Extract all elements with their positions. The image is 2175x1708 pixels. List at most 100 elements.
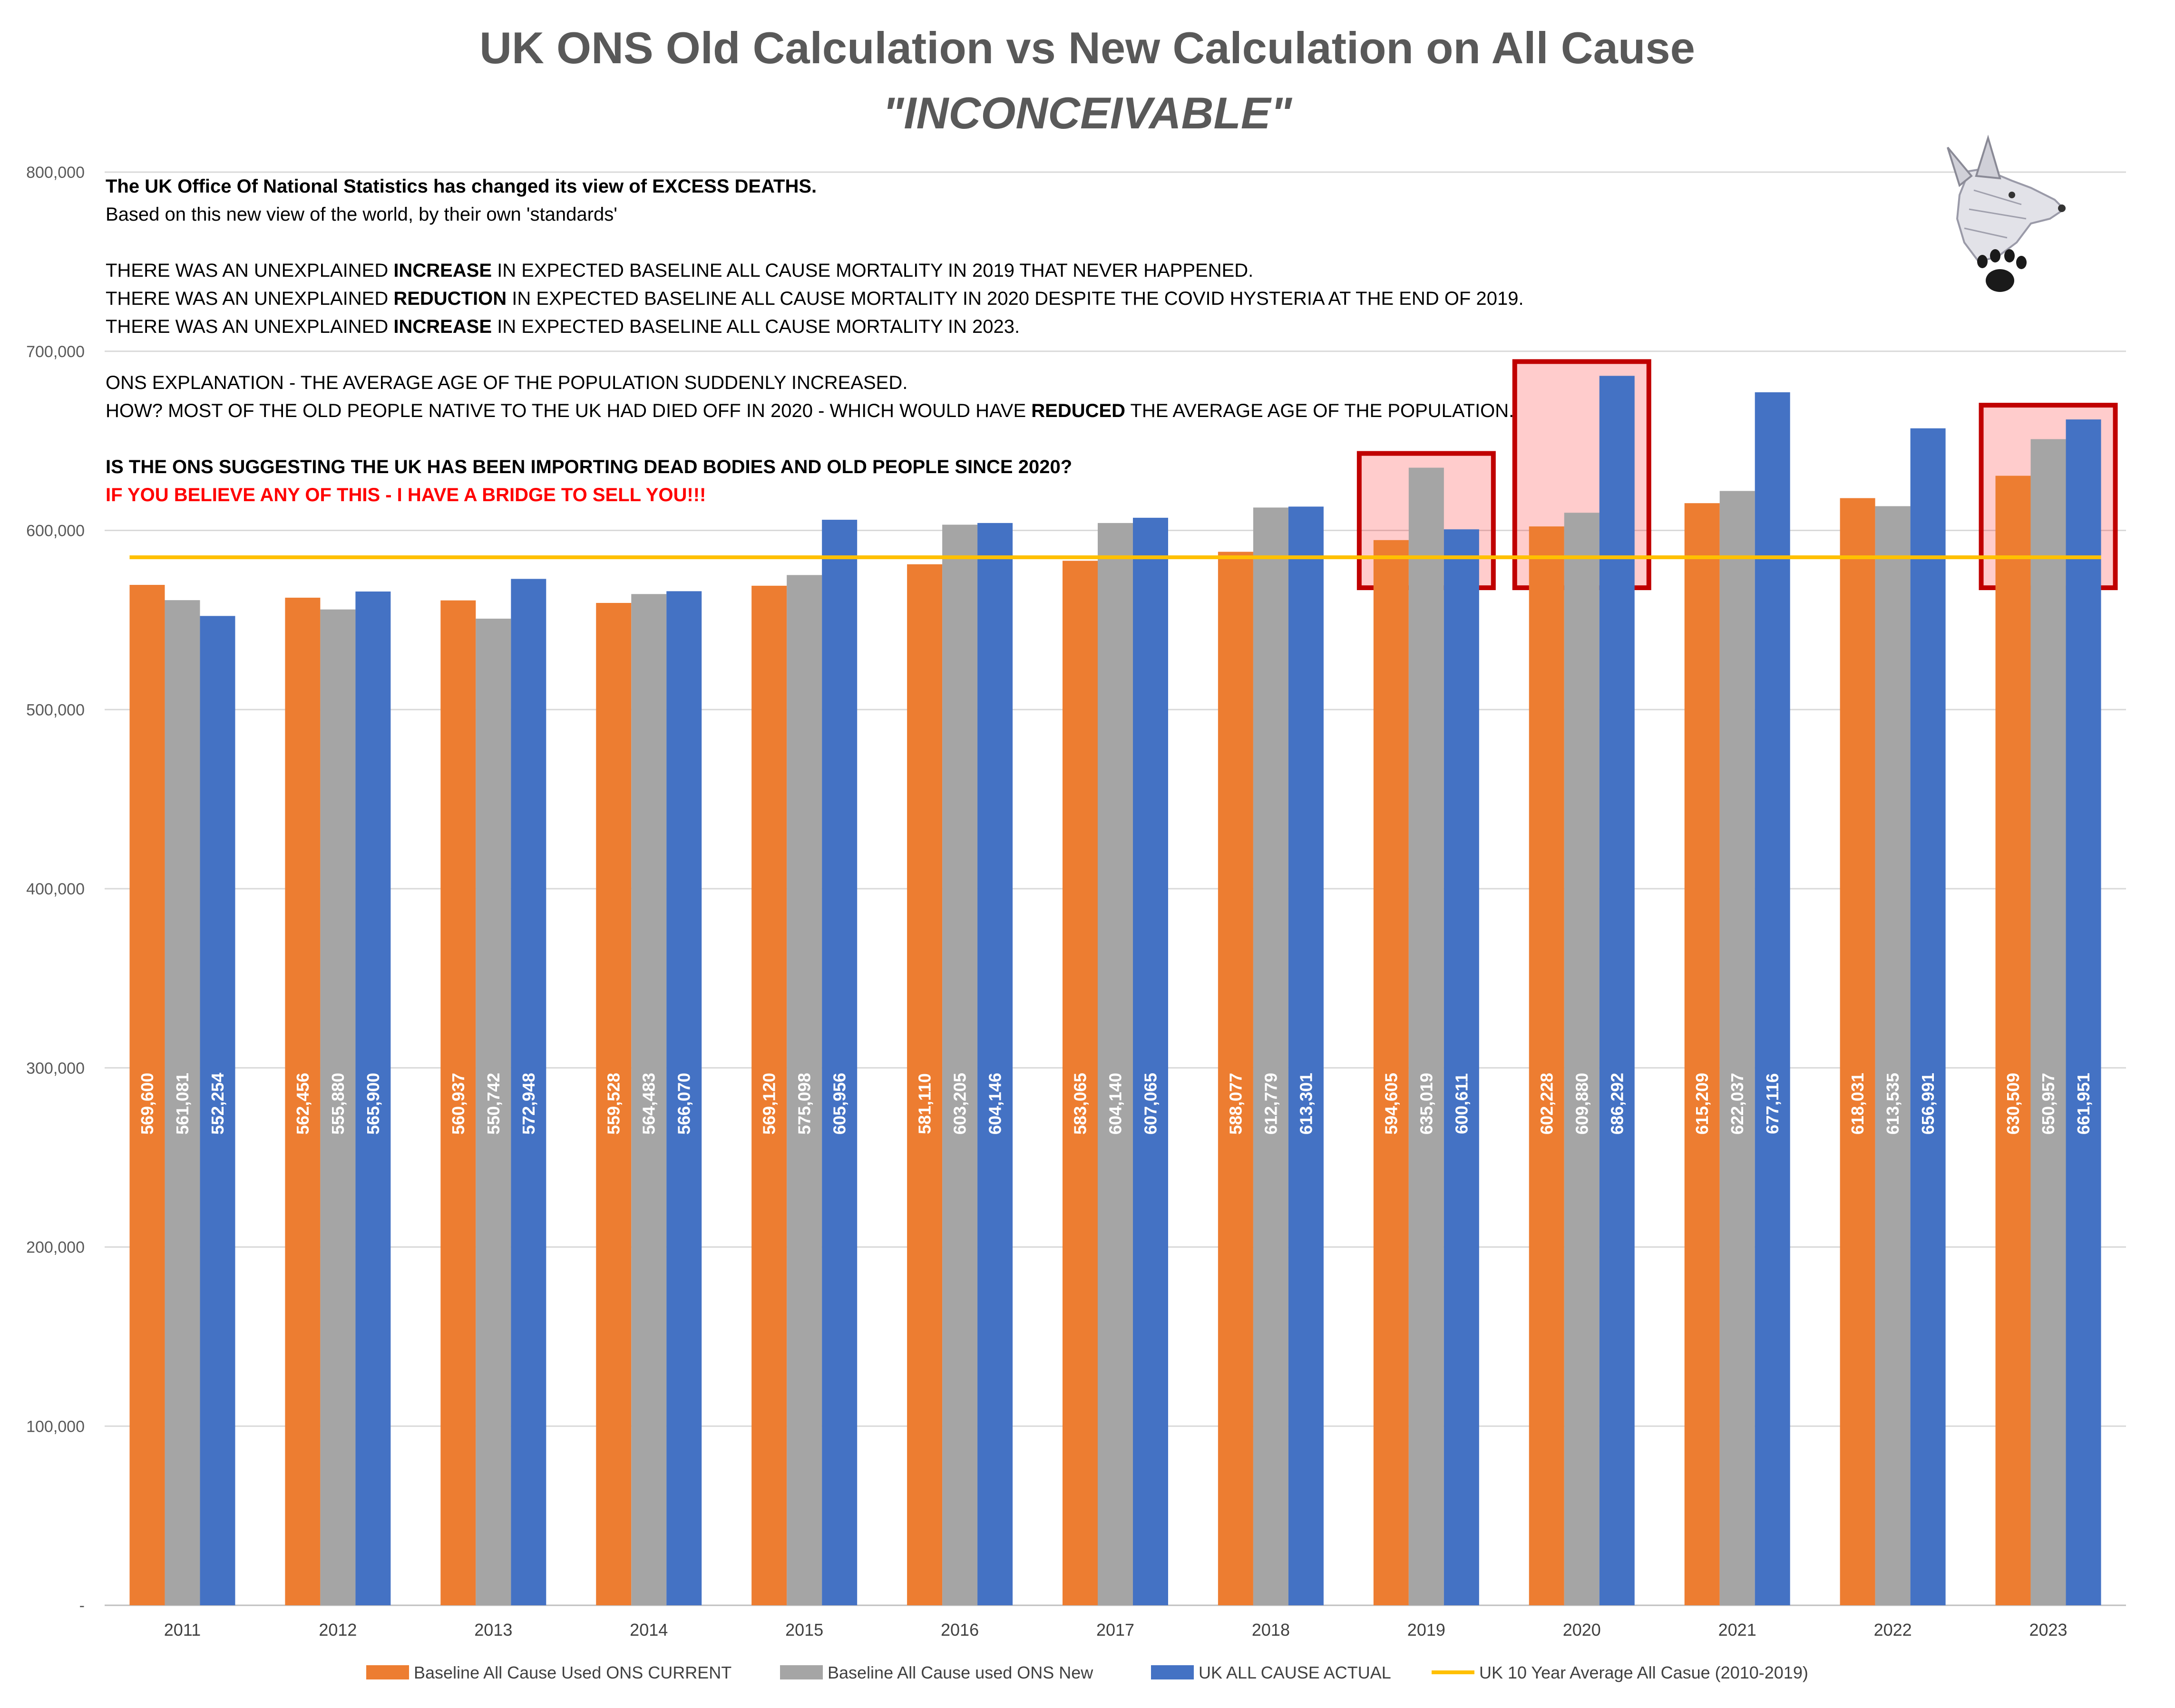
bar (751, 585, 787, 1606)
bar (355, 591, 391, 1606)
data-label: 594,605 (1381, 1073, 1401, 1135)
bar (596, 602, 632, 1605)
legend-label-ons-new: Baseline All Cause used ONS New (828, 1663, 1093, 1682)
legend-label-ons-current: Baseline All Cause Used ONS CURRENT (414, 1663, 732, 1682)
data-label: 600,611 (1452, 1073, 1471, 1134)
data-label: 605,956 (830, 1073, 849, 1135)
data-label: 635,019 (1416, 1073, 1436, 1135)
annotation-segment: THERE WAS AN UNEXPLAINED (106, 260, 393, 281)
annotation-segment: THERE WAS AN UNEXPLAINED (106, 316, 393, 337)
data-label: 575,098 (795, 1073, 814, 1135)
data-label: 572,948 (519, 1073, 538, 1135)
annotation-line: IS THE ONS SUGGESTING THE UK HAS BEEN IM… (106, 456, 1072, 477)
annotation-segment: HOW? MOST OF THE OLD PEOPLE NATIVE TO TH… (106, 400, 1031, 421)
bar (2030, 439, 2066, 1605)
bar (440, 600, 476, 1605)
annotation-segment: ONS EXPLANATION - THE AVERAGE AGE OF THE… (106, 372, 907, 393)
annotation-segment: The UK Office Of National Statistics has… (106, 176, 817, 197)
x-tick-label: 2022 (1874, 1620, 1912, 1640)
x-tick-label: 2013 (474, 1620, 512, 1640)
bar (1564, 513, 1600, 1605)
data-labels: 569,600 561,081 552,254 562,456 555,880 565,9… (137, 1073, 2093, 1135)
data-label: 609,880 (1572, 1073, 1591, 1135)
data-label: 622,037 (1727, 1073, 1747, 1135)
data-label: 552,254 (208, 1073, 227, 1135)
bar (1408, 467, 1444, 1605)
bar (200, 616, 235, 1605)
bar (1288, 506, 1324, 1605)
data-label: 618,031 (1848, 1073, 1867, 1135)
annotation-segment: INCREASE (393, 316, 492, 337)
data-label: 656,991 (1918, 1073, 1938, 1135)
data-label: 555,880 (328, 1073, 348, 1135)
annotation-line: IF YOU BELIEVE ANY OF THIS - I HAVE A BR… (106, 485, 706, 505)
annotation-segment: REDUCTION (393, 288, 507, 309)
bars (129, 376, 2101, 1606)
x-tick-label: 2016 (941, 1620, 979, 1640)
data-label: 604,146 (985, 1073, 1005, 1135)
wolf-head-paw-logo (1947, 135, 2066, 292)
y-tick-label: 800,000 (26, 164, 85, 182)
data-label: 583,065 (1071, 1073, 1090, 1135)
y-axis: - 100,000 200,000 300,000 400,000 500,000 600,… (26, 164, 85, 1615)
data-label: 607,065 (1141, 1073, 1161, 1135)
data-label: 604,140 (1106, 1073, 1125, 1135)
bar (1995, 476, 2031, 1605)
bar (977, 523, 1013, 1606)
x-tick-label: 2017 (1096, 1620, 1134, 1640)
data-label: 581,110 (915, 1073, 935, 1134)
bar (907, 564, 943, 1606)
bar (1529, 526, 1564, 1605)
x-tick-label: 2015 (785, 1620, 823, 1640)
data-label: 559,528 (604, 1073, 624, 1135)
annotation-line: THERE WAS AN UNEXPLAINED INCREASE IN EXP… (106, 316, 1020, 337)
bar (942, 524, 978, 1605)
bar (285, 597, 321, 1605)
data-label: 612,779 (1261, 1073, 1280, 1135)
data-label: 569,600 (137, 1073, 157, 1135)
annotation-segment: Based on this new view of the world, by … (106, 204, 617, 225)
bar (2066, 419, 2101, 1605)
bar (320, 609, 356, 1605)
data-label: 613,301 (1296, 1073, 1316, 1135)
data-label: 561,081 (173, 1073, 192, 1135)
bar (165, 600, 200, 1605)
bar (1133, 517, 1168, 1605)
data-label: 615,209 (1692, 1073, 1712, 1135)
bar (1599, 376, 1635, 1605)
bar (1840, 498, 1875, 1605)
legend-label-actual: UK ALL CAUSE ACTUAL (1199, 1663, 1391, 1682)
bar (1098, 523, 1133, 1605)
annotation-segment: REDUCED (1031, 400, 1125, 421)
bar (631, 594, 667, 1605)
annotation-line: ONS EXPLANATION - THE AVERAGE AGE OF THE… (106, 372, 907, 393)
data-label: 569,120 (760, 1073, 779, 1135)
annotation-line: THERE WAS AN UNEXPLAINED INCREASE IN EXP… (106, 260, 1253, 281)
bar (1755, 392, 1790, 1606)
data-label: 686,292 (1607, 1073, 1627, 1135)
bar (1719, 491, 1755, 1605)
annotation-line: THERE WAS AN UNEXPLAINED REDUCTION IN EX… (106, 288, 1524, 309)
data-label: 560,937 (449, 1073, 468, 1135)
data-label: 661,951 (2074, 1073, 2093, 1135)
y-tick-label: 400,000 (26, 880, 85, 898)
data-label: 550,742 (484, 1073, 503, 1135)
bar (1373, 540, 1409, 1605)
data-label: 566,070 (674, 1073, 694, 1135)
annotation-line: Based on this new view of the world, by … (106, 204, 617, 225)
y-tick-label: 200,000 (26, 1239, 85, 1257)
x-tick-label: 2011 (164, 1620, 201, 1640)
chart-title: UK ONS Old Calculation vs New Calculatio… (479, 23, 1695, 73)
bar (1218, 552, 1253, 1605)
data-label: 562,456 (293, 1073, 312, 1135)
x-tick-label: 2020 (1563, 1620, 1601, 1640)
annotation-line: The UK Office Of National Statistics has… (106, 176, 817, 197)
x-tick-label: 2019 (1407, 1620, 1445, 1640)
annotation-text: The UK Office Of National Statistics has… (106, 176, 1524, 505)
data-label: 603,205 (950, 1073, 970, 1135)
y-tick-label: 700,000 (26, 343, 85, 361)
legend: Baseline All Cause Used ONS CURRENT Base… (366, 1663, 1808, 1682)
x-axis: 2011 2012 2013 2014 2015 2016 2017 2018 2019 2020… (164, 1620, 2068, 1640)
y-tick-label: 500,000 (26, 701, 85, 719)
